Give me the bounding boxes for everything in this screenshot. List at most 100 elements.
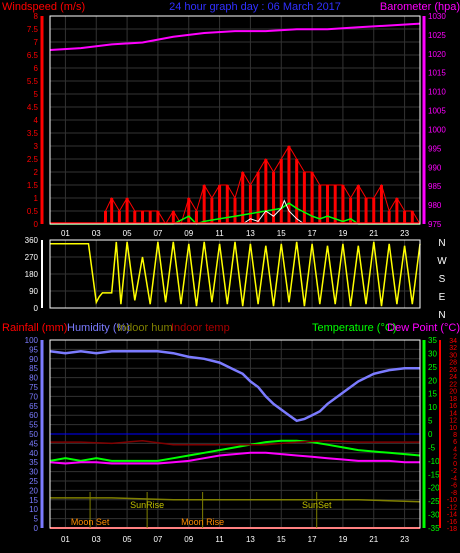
compass-letter: N xyxy=(438,238,445,249)
dewpoint-tick-label: 0 xyxy=(453,461,457,468)
wind-tick-label: 3.5 xyxy=(27,129,39,138)
hour-tick-label: 21 xyxy=(369,229,378,238)
hour-tick-label: 19 xyxy=(338,535,347,544)
dir-tick-label: 90 xyxy=(29,287,38,296)
humidity-line xyxy=(49,350,420,423)
hum-tick-label: 60 xyxy=(29,411,38,420)
hour-tick-label: 17 xyxy=(308,535,317,544)
dir-tick-label: 270 xyxy=(25,253,39,262)
dewpoint-axis-title: Dew Point (°C) xyxy=(387,322,460,334)
hum-tick-label: 65 xyxy=(29,402,38,411)
dir-tick-label: 180 xyxy=(25,270,39,279)
wind-tick-label: 2.5 xyxy=(27,155,39,164)
hour-tick-label: 13 xyxy=(246,229,255,238)
hour-tick-label: 17 xyxy=(308,229,317,238)
hum-tick-label: 35 xyxy=(29,458,38,467)
dewpoint-tick-label: -10 xyxy=(447,497,457,504)
hour-tick-label: 13 xyxy=(246,535,255,544)
dewpoint-tick-label: 24 xyxy=(449,374,457,381)
dewpoint-tick-label: 26 xyxy=(449,367,457,374)
windspeed-axis-title: Windspeed (m/s) xyxy=(2,1,85,13)
wind-tick-label: 1 xyxy=(34,194,39,203)
hum-tick-label: 75 xyxy=(29,383,38,392)
dewpoint-tick-label: 10 xyxy=(449,425,457,432)
hour-tick-label: 07 xyxy=(153,535,162,544)
dewpoint-tick-label: -12 xyxy=(447,504,457,511)
hum-tick-label: 50 xyxy=(29,430,38,439)
wind-tick-label: 4 xyxy=(34,116,39,125)
baro-tick-label: 1010 xyxy=(428,88,446,97)
baro-tick-label: 1030 xyxy=(428,12,446,21)
hum-tick-label: 5 xyxy=(34,515,39,524)
temp-tick-label: 15 xyxy=(428,390,437,399)
wind-plot-frame xyxy=(49,15,421,225)
hour-tick-label: 03 xyxy=(92,229,101,238)
temp-tick-label: -35 xyxy=(428,524,440,533)
baro-tick-label: 980 xyxy=(428,201,442,210)
event-annotation: Moon Set xyxy=(71,517,110,527)
temp-tick-label: -25 xyxy=(428,497,440,506)
dewpoint-tick-label: -16 xyxy=(447,519,457,526)
hum-tick-label: 80 xyxy=(29,374,38,383)
hour-tick-label: 15 xyxy=(277,535,286,544)
hour-tick-label: 15 xyxy=(277,229,286,238)
dewpoint-tick-label: 8 xyxy=(453,432,457,439)
hour-tick-label: 07 xyxy=(153,229,162,238)
wind-tick-label: 1.5 xyxy=(27,181,39,190)
hum-tick-label: 55 xyxy=(29,421,38,430)
hour-tick-label: 11 xyxy=(215,229,224,238)
humidity-axis-title: Humidity (%) xyxy=(67,322,130,334)
wind-tick-label: 7.5 xyxy=(27,25,39,34)
wind-tick-label: 3 xyxy=(34,142,39,151)
hum-tick-label: 95 xyxy=(29,345,38,354)
hour-tick-label: 05 xyxy=(123,229,132,238)
hour-tick-label: 01 xyxy=(61,229,70,238)
dewpoint-tick-label: -18 xyxy=(447,526,457,533)
annotation-layer: Moon Set SunRise Moon Rise SunSet xyxy=(71,492,332,528)
event-annotation: SunRise xyxy=(130,500,164,510)
hum-plot-frame xyxy=(49,339,421,529)
hour-tick-label: 23 xyxy=(400,229,409,238)
temp-tick-label: 35 xyxy=(428,336,437,345)
hum-tick-label: 45 xyxy=(29,439,38,448)
hum-tick-label: 0 xyxy=(34,524,39,533)
compass-letter: E xyxy=(439,292,446,303)
barometer-axis-title: Barometer (hpa) xyxy=(380,1,460,13)
dewpoint-tick-label: 22 xyxy=(449,381,457,388)
dir-tick-label: 0 xyxy=(34,304,39,313)
indoor-temp-line xyxy=(50,439,420,446)
wind-tick-label: 6.5 xyxy=(27,51,39,60)
hum-tick-label: 90 xyxy=(29,355,38,364)
dewpoint-tick-label: 16 xyxy=(449,403,457,410)
dewpoint-tick-label: 20 xyxy=(449,389,457,396)
hum-tick-label: 40 xyxy=(29,449,38,458)
compass-letter: W xyxy=(437,256,447,267)
dewpoint-tick-label: -14 xyxy=(447,512,457,519)
hum-tick-label: 10 xyxy=(29,505,38,514)
baro-tick-label: 1015 xyxy=(428,69,446,78)
baro-tick-label: 1000 xyxy=(428,125,446,134)
wind-direction-line xyxy=(50,241,421,307)
dewpoint-tick-label: 2 xyxy=(453,454,457,461)
baro-tick-label: 975 xyxy=(428,220,442,229)
indoor-temp-title: Indoor temp xyxy=(171,322,230,334)
dewpoint-tick-label: 12 xyxy=(449,418,457,425)
temp-tick-label: -5 xyxy=(428,443,436,452)
hum-tick-label: 15 xyxy=(29,496,38,505)
wind-tick-label: 7 xyxy=(34,38,39,47)
dewpoint-tick-label: 6 xyxy=(453,439,457,446)
dewpoint-tick-label: 32 xyxy=(449,345,457,352)
hour-tick-label: 23 xyxy=(400,535,409,544)
hour-tick-label: 05 xyxy=(123,535,132,544)
temp-tick-label: -30 xyxy=(428,511,440,520)
baro-tick-label: 995 xyxy=(428,144,442,153)
hum-tick-label: 85 xyxy=(29,364,38,373)
hour-tick-label: 01 xyxy=(61,535,70,544)
rainfall-axis-title: Rainfall (mm) xyxy=(2,322,67,334)
dewpoint-tick-label: -6 xyxy=(451,483,457,490)
hour-tick-label: 11 xyxy=(215,535,224,544)
hour-tick-label: 09 xyxy=(184,229,193,238)
indoor-hum-line xyxy=(50,497,421,503)
baro-tick-label: 1025 xyxy=(428,31,446,40)
dewpoint-tick-label: -4 xyxy=(451,475,457,482)
